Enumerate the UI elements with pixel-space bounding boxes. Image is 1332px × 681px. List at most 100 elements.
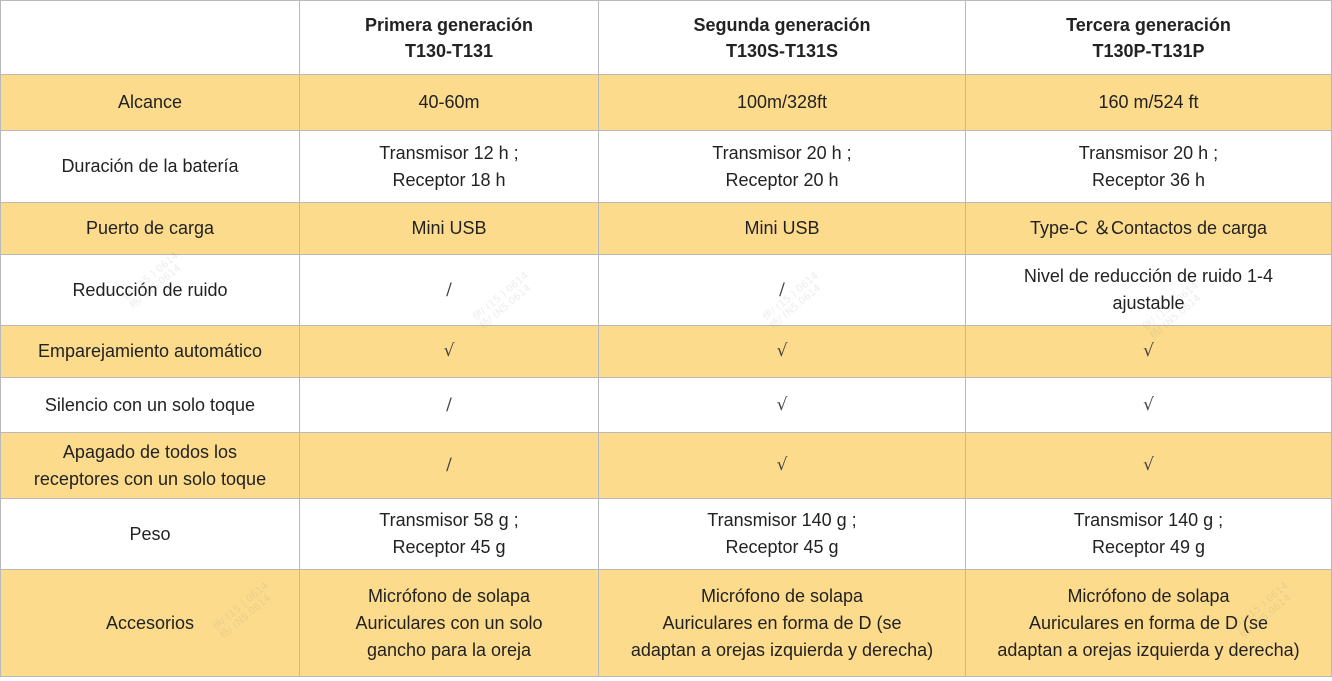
cell-text: Receptor 36 h bbox=[1091, 169, 1206, 190]
gen3-value-cell: 160 m/524 ft bbox=[965, 74, 1332, 131]
cell-text: Auriculares en forma de D (se bbox=[662, 612, 902, 633]
feature-label: Reducción de ruido bbox=[72, 279, 228, 300]
cell-text: Type-C ＆Contactos de carga bbox=[1029, 218, 1268, 238]
cell-text: 160 m/524 ft bbox=[1098, 92, 1199, 112]
gen1-value-cell: / bbox=[299, 377, 599, 433]
gen2-value-cell: Transmisor 20 h ; Receptor 20 h bbox=[598, 130, 966, 203]
gen2-value-cell: Mini USB bbox=[598, 202, 966, 255]
row-duracion-bateria: Duración de la batería Transmisor 12 h ;… bbox=[0, 130, 1332, 203]
gen3-value-cell: √ bbox=[965, 432, 1332, 499]
cell-text: Mini USB bbox=[411, 218, 487, 238]
gen1-value-cell: Mini USB bbox=[299, 202, 599, 255]
cell-text: Receptor 45 g bbox=[725, 537, 839, 557]
cell-text: Receptor 20 h bbox=[725, 169, 839, 190]
check-mark: √ bbox=[776, 455, 788, 475]
not-available-mark: / bbox=[779, 279, 785, 300]
feature-label: Peso bbox=[129, 523, 171, 544]
cell-text: adaptan a orejas izquierda y derecha) bbox=[997, 639, 1300, 660]
cell-text: Micrófono de solapa bbox=[367, 585, 531, 606]
feature-label-cell: Alcance bbox=[0, 74, 300, 131]
row-accesorios: Accesorios Micrófono de solapa Auriculare… bbox=[0, 569, 1332, 677]
feature-label: Alcance bbox=[117, 92, 183, 112]
cell-text: 40-60m bbox=[418, 92, 480, 112]
gen2-model: T130S-T131S bbox=[725, 40, 839, 61]
check-mark: √ bbox=[443, 341, 455, 361]
header-row: Primera generación T130-T131 Segunda gen… bbox=[0, 0, 1332, 75]
gen2-value-cell: 100m/328ft bbox=[598, 74, 966, 131]
row-apagado: Apagado de todos los receptores con un so… bbox=[0, 432, 1332, 499]
gen3-value-cell: Micrófono de solapa Auriculares en forma … bbox=[965, 569, 1332, 677]
gen3-name: Tercera generación bbox=[1066, 14, 1231, 35]
cell-text: adaptan a orejas izquierda y derecha) bbox=[630, 639, 934, 660]
header-gen3-cell: Tercera generación T130P-T131P bbox=[965, 0, 1332, 75]
gen2-value-cell: Transmisor 140 g ; Receptor 45 g bbox=[598, 498, 966, 570]
check-mark: √ bbox=[1143, 455, 1154, 475]
check-mark: √ bbox=[776, 341, 788, 361]
gen1-value-cell: / bbox=[299, 432, 599, 499]
gen1-value-cell: 40-60m bbox=[299, 74, 599, 131]
gen1-model: T130-T131 bbox=[404, 40, 494, 61]
feature-label: Duración de la batería bbox=[61, 156, 239, 176]
feature-label-cell: Duración de la batería bbox=[0, 130, 300, 203]
cell-text: Receptor 45 g bbox=[392, 537, 506, 557]
cell-text: 100m/328ft bbox=[736, 92, 828, 112]
gen1-name: Primera generación bbox=[364, 14, 534, 35]
feature-label-cell: Apagado de todos los receptores con un so… bbox=[0, 432, 300, 499]
row-emparejamiento: Emparejamiento automático √ √ √ bbox=[0, 325, 1332, 378]
feature-label-cell: Reducción de ruido bbox=[0, 254, 300, 326]
feature-label: Emparejamiento automático bbox=[37, 341, 263, 361]
feature-label-cell: Peso bbox=[0, 498, 300, 570]
check-mark: √ bbox=[1143, 341, 1154, 361]
cell-text: Auriculares con un solo bbox=[355, 612, 543, 633]
gen2-name: Segunda generación bbox=[693, 14, 871, 35]
cell-text: Transmisor 58 g ; bbox=[379, 510, 519, 530]
not-available-mark: / bbox=[446, 394, 452, 415]
gen3-value-cell: √ bbox=[965, 325, 1332, 378]
feature-label-cell: Emparejamiento automático bbox=[0, 325, 300, 378]
cell-text: Receptor 49 g bbox=[1091, 537, 1206, 557]
row-silencio: Silencio con un solo toque / √ √ bbox=[0, 377, 1332, 433]
gen3-value-cell: Nivel de reducción de ruido 1-4 ajustable bbox=[965, 254, 1332, 326]
not-available-mark: / bbox=[446, 279, 452, 300]
feature-label-cell: Accesorios bbox=[0, 569, 300, 677]
gen2-value-cell: Micrófono de solapa Auriculares en forma … bbox=[598, 569, 966, 677]
gen2-value-cell: √ bbox=[598, 325, 966, 378]
gen2-value-cell: / bbox=[598, 254, 966, 326]
gen3-model: T130P-T131P bbox=[1092, 40, 1205, 61]
gen1-value-cell: Transmisor 58 g ; Receptor 45 g bbox=[299, 498, 599, 570]
cell-text: Transmisor 140 g ; bbox=[1073, 510, 1224, 530]
header-corner-cell bbox=[0, 0, 300, 75]
gen1-value-cell: Micrófono de solapa Auriculares con un so… bbox=[299, 569, 599, 677]
feature-label-cell: Puerto de carga bbox=[0, 202, 300, 255]
gen1-value-cell: √ bbox=[299, 325, 599, 378]
row-reduccion-ruido: Reducción de ruido / / Nivel de reducció… bbox=[0, 254, 1332, 326]
header-gen2-cell: Segunda generación T130S-T131S bbox=[598, 0, 966, 75]
feature-label: Apagado de todos los bbox=[62, 441, 238, 462]
cell-text: Mini USB bbox=[744, 218, 820, 238]
feature-label-cell: Silencio con un solo toque bbox=[0, 377, 300, 433]
gen3-value-cell: Type-C ＆Contactos de carga bbox=[965, 202, 1332, 255]
feature-label: Puerto de carga bbox=[85, 218, 215, 238]
gen3-value-cell: √ bbox=[965, 377, 1332, 433]
cell-text: Nivel de reducción de ruido 1-4 bbox=[1023, 266, 1274, 286]
cell-text: Micrófono de solapa bbox=[1067, 585, 1230, 606]
check-mark: √ bbox=[776, 394, 788, 415]
cell-text: gancho para la oreja bbox=[366, 639, 532, 660]
cell-text: ajustable bbox=[1112, 293, 1185, 313]
row-puerto-carga: Puerto de carga Mini USB Mini USB Type-C… bbox=[0, 202, 1332, 255]
gen1-value-cell: Transmisor 12 h ; Receptor 18 h bbox=[299, 130, 599, 203]
row-peso: Peso Transmisor 58 g ; Receptor 45 g Tran… bbox=[0, 498, 1332, 570]
feature-label: Accesorios bbox=[105, 612, 195, 633]
gen3-value-cell: Transmisor 20 h ; Receptor 36 h bbox=[965, 130, 1332, 203]
cell-text: Auriculares en forma de D (se bbox=[1028, 612, 1269, 633]
check-mark: √ bbox=[1143, 394, 1154, 415]
header-gen1-cell: Primera generación T130-T131 bbox=[299, 0, 599, 75]
gen2-value-cell: √ bbox=[598, 377, 966, 433]
feature-label: receptores con un solo toque bbox=[33, 468, 267, 489]
feature-label: Silencio con un solo toque bbox=[44, 394, 256, 415]
cell-text: Transmisor 12 h ; bbox=[379, 142, 519, 163]
row-alcance: Alcance 40-60m 100m/328ft 160 m/524 ft bbox=[0, 74, 1332, 131]
not-available-mark: / bbox=[446, 455, 452, 475]
cell-text: Transmisor 20 h ; bbox=[1078, 142, 1219, 163]
